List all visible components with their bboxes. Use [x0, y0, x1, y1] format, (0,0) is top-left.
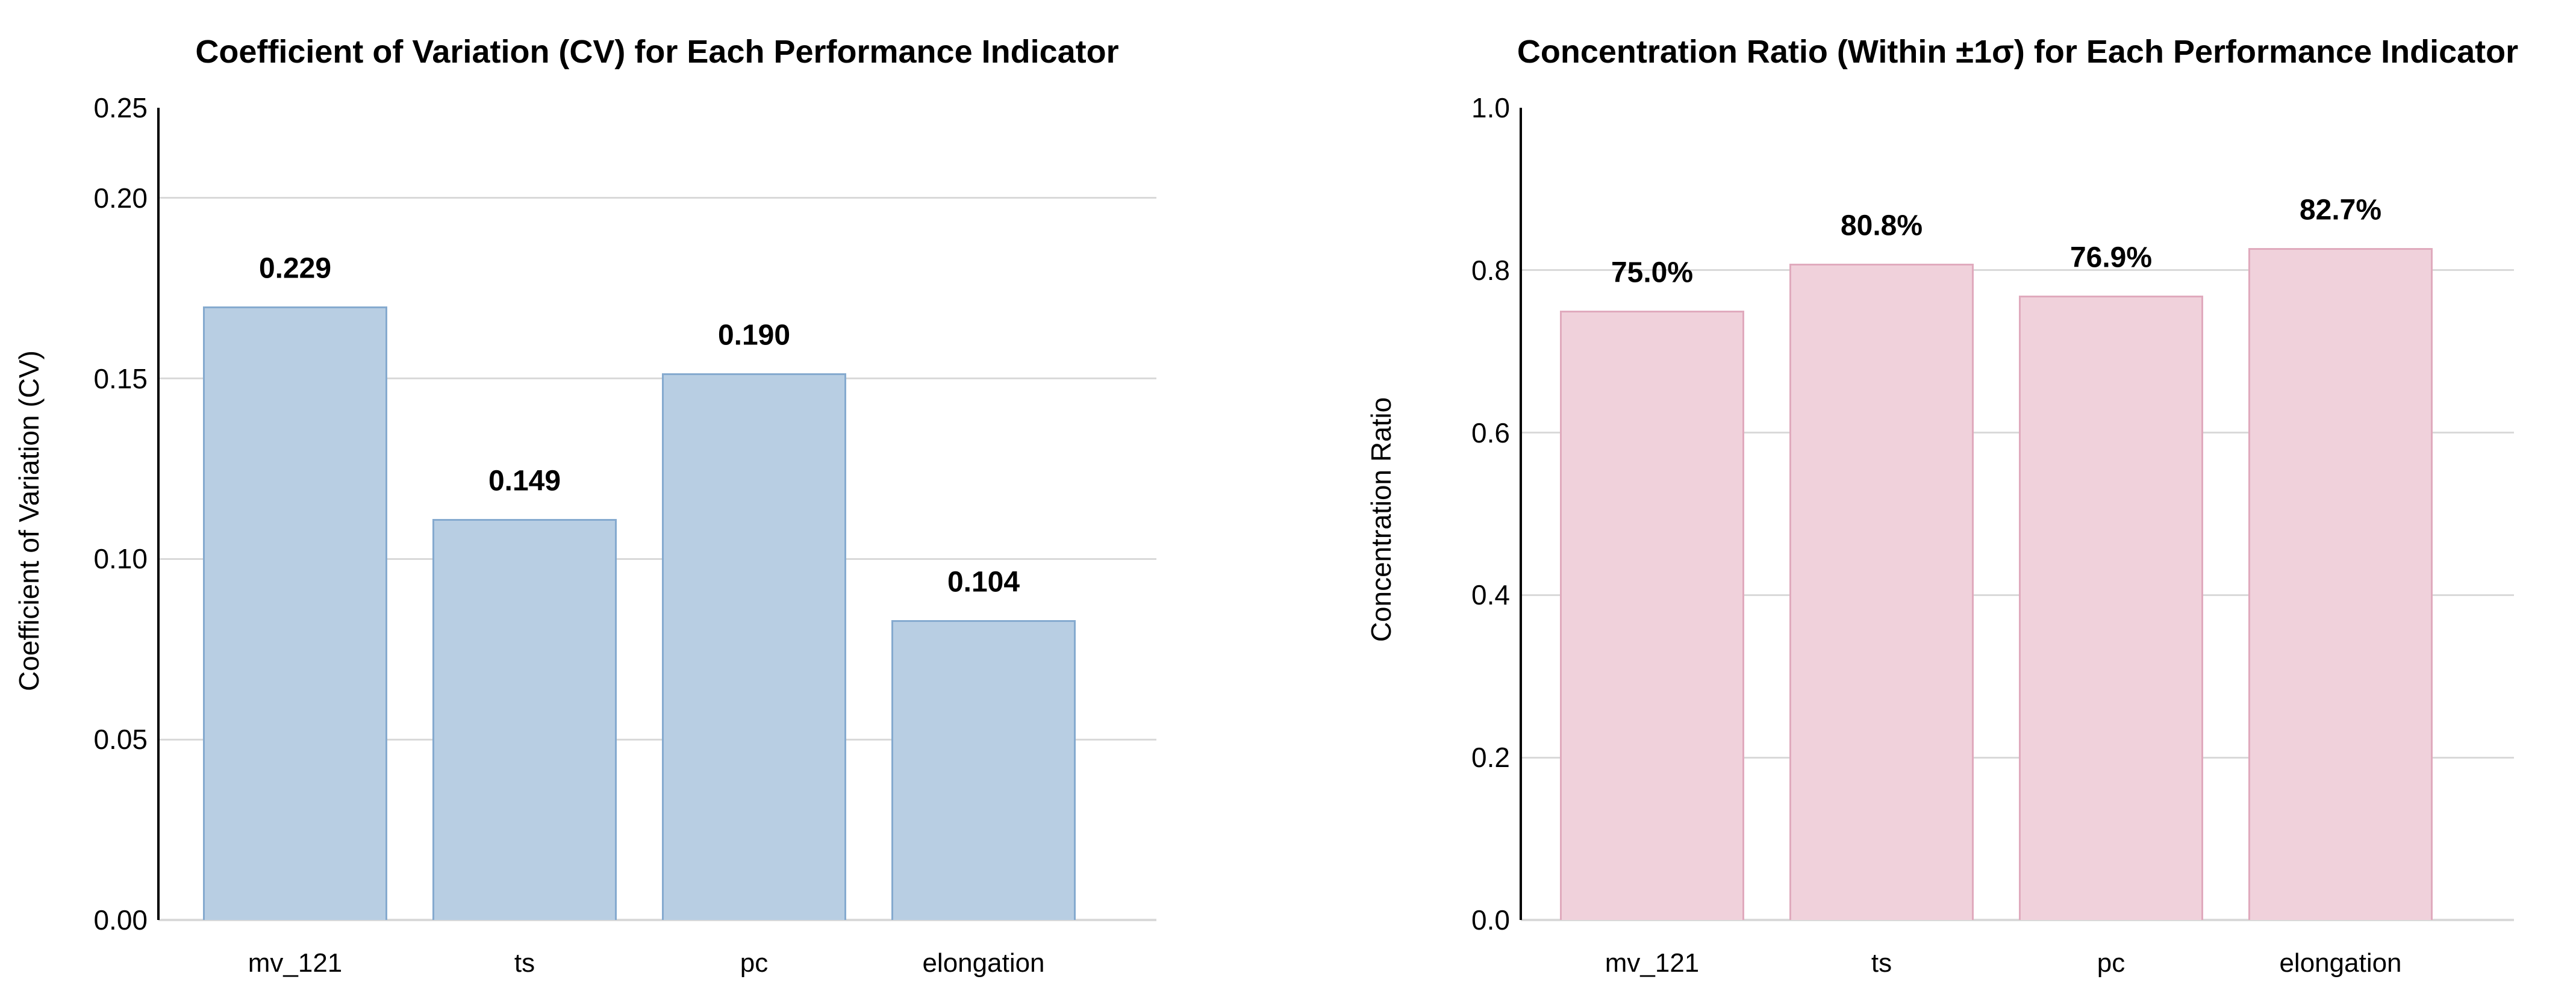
- concentration-x-category-label-mv_121: mv_121: [1605, 948, 1700, 978]
- concentration-gridline: [1521, 756, 2514, 759]
- concentration-gridline: [1521, 269, 2514, 272]
- concentration-bar-value-label-elongation: 82.7%: [2299, 194, 2382, 226]
- cv-bar-pc: [662, 373, 846, 920]
- cv-bar-ts: [432, 519, 617, 920]
- concentration-bar-elongation: [2248, 248, 2433, 920]
- concentration-bar-ts: [1789, 264, 1974, 920]
- concentration-bar-pc: [2019, 295, 2203, 920]
- cv-gridline: [158, 738, 1156, 741]
- cv-y-tick-label: 0.20: [93, 182, 148, 214]
- concentration-y-tick-label: 0.6: [1471, 417, 1510, 449]
- cv-y-tick-label: 0.25: [93, 92, 148, 123]
- cv-x-axis-baseline: [158, 919, 1156, 921]
- cv-x-category-label-pc: pc: [740, 948, 769, 978]
- concentration-bar-value-label-pc: 76.9%: [2069, 241, 2153, 274]
- cv-bar-value-label-ts: 0.149: [488, 465, 561, 497]
- cv-x-category-label-elongation: elongation: [922, 948, 1045, 978]
- cv-gridline: [158, 197, 1156, 199]
- cv-gridline: [158, 558, 1156, 560]
- concentration-y-tick-label: 0.2: [1471, 742, 1510, 774]
- concentration-bar-value-label-ts: 80.8%: [1840, 210, 1923, 242]
- cv-plot-area: 0.00 0.05 0.10 0.15 0.20 0.25 0.229 mv_121 0.149…: [93, 92, 1156, 978]
- concentration-x-axis-baseline: [1521, 919, 2514, 921]
- cv-x-category-label-ts: ts: [514, 948, 535, 978]
- cv-y-tick-label: 0.10: [93, 543, 148, 575]
- concentration-gridline: [1521, 594, 2514, 596]
- cv-y-tick-label: 0.00: [93, 904, 148, 936]
- concentration-plot-area: 0.0 0.2 0.4 0.6 0.8 1.0 75.0% mv_121 80.8% ts 76.9…: [1471, 92, 2514, 978]
- cv-bar-value-label-elongation: 0.104: [947, 566, 1020, 598]
- cv-y-axis-spine: [157, 108, 160, 920]
- concentration-bar-value-label-mv_121: 75.0%: [1611, 256, 1694, 289]
- cv-gridline: [158, 377, 1156, 380]
- concentration-y-tick-label: 0.4: [1471, 579, 1510, 611]
- concentration-x-category-label-pc: pc: [2097, 948, 2125, 978]
- concentration-gridline: [1521, 432, 2514, 434]
- cv-bar-value-label-pc: 0.190: [717, 319, 791, 352]
- cv-y-tick-label: 0.15: [93, 362, 148, 394]
- concentration-y-tick-label: 1.0: [1471, 92, 1510, 123]
- concentration-x-category-label-elongation: elongation: [2279, 948, 2402, 978]
- cv-bar-value-label-mv_121: 0.229: [258, 252, 332, 285]
- concentration-x-category-label-ts: ts: [1871, 948, 1892, 978]
- concentration-y-tick-label: 0.8: [1471, 254, 1510, 286]
- cv-chart-title: Coefficient of Variation (CV) for Each P…: [195, 33, 1119, 70]
- concentration-bar-mv_121: [1560, 311, 1744, 920]
- cv-bar-elongation: [891, 620, 1076, 920]
- concentration-chart-title: Concentration Ratio (Within ±1σ) for Eac…: [1517, 33, 2519, 70]
- concentration-y-tick-label: 0.0: [1471, 904, 1510, 936]
- cv-y-tick-label: 0.05: [93, 724, 148, 756]
- cv-x-category-label-mv_121: mv_121: [248, 948, 343, 978]
- cv-y-axis-label: Coefficient of Variation (CV): [13, 350, 45, 691]
- cv-bar-mv_121: [203, 306, 387, 920]
- concentration-y-axis-spine: [1520, 108, 1522, 920]
